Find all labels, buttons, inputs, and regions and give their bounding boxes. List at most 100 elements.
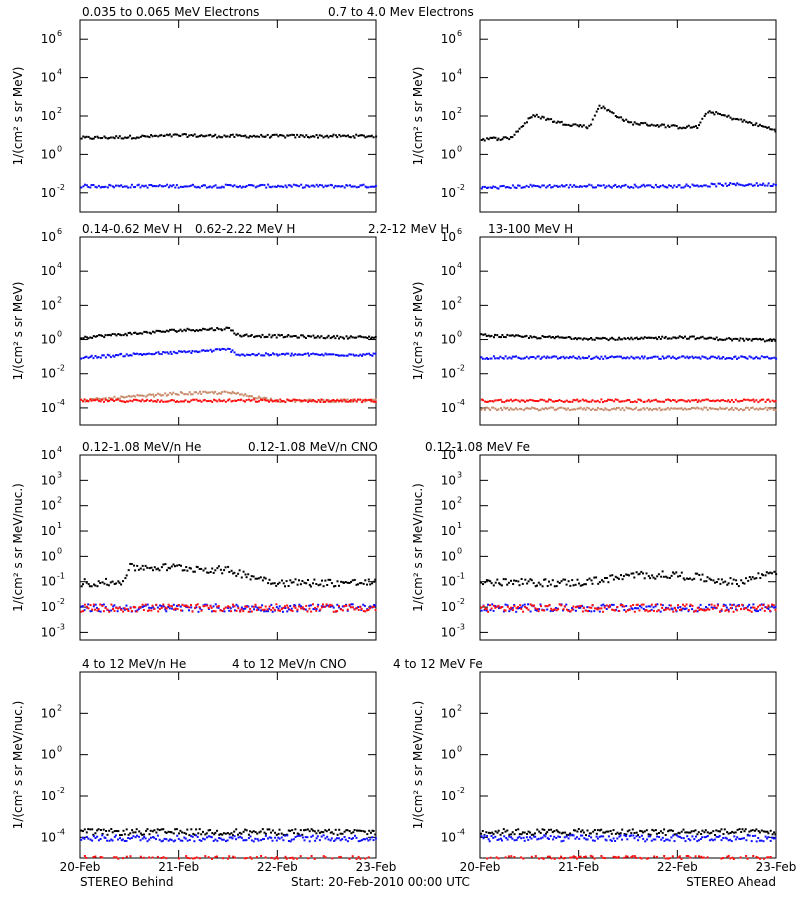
data-point [115,334,118,337]
data-point [501,409,504,412]
data-point [141,354,144,356]
data-point [231,837,234,840]
x-tick-label: 23-Feb [756,860,797,874]
data-point [148,400,151,402]
data-point [371,185,374,188]
data-point [633,610,636,613]
data-point [129,134,132,137]
data-point [242,353,245,356]
data-point [632,604,635,606]
data-point [329,831,332,834]
data-point [268,607,271,610]
data-point [275,584,278,587]
data-point [562,608,565,611]
data-point [270,831,272,834]
y-tick-exponent: 0 [457,144,462,153]
data-point [368,398,371,401]
data-point [649,609,652,612]
data-point [546,117,549,120]
data-point [611,574,614,577]
data-point [217,606,220,609]
data-point [344,398,347,401]
data-point [595,400,598,403]
data-point [273,133,276,136]
data-point [117,184,120,187]
data-point [600,855,603,857]
data-point [586,406,589,409]
data-point [117,857,120,860]
data-point [296,832,299,835]
data-point [160,134,163,137]
data-point [650,356,653,359]
data-point [575,605,578,608]
data-point [253,134,255,137]
data-point [106,833,109,836]
data-point [666,607,669,610]
data-point [674,607,676,610]
data-point [122,400,125,403]
data-point [291,133,294,136]
data-point [127,610,130,612]
data-point [501,606,503,608]
data-point [643,830,646,833]
data-point [209,605,212,608]
data-point [176,133,178,136]
data-point [761,184,764,187]
data-point [715,336,718,339]
data-point [330,353,333,356]
data-point [364,336,367,339]
data-point [188,857,191,860]
data-point [367,135,370,138]
data-point [612,855,615,858]
data-point [258,334,261,337]
data-point [341,838,344,841]
data-point [87,583,90,586]
data-point [233,571,236,574]
data-point [645,609,648,612]
data-point [136,332,139,335]
data-point [697,407,700,410]
data-point [511,334,514,337]
data-point [640,570,643,573]
data-point [84,335,87,338]
data-point [623,337,626,340]
data-point [537,581,540,584]
data-point [193,350,196,353]
data-point [686,577,688,580]
y-tick-label: 10 [41,575,56,589]
data-point [499,398,502,401]
data-point [134,353,137,355]
data-point [500,837,502,840]
data-point [261,397,264,400]
data-point [290,581,293,584]
data-point [619,834,622,837]
data-point [214,399,217,402]
data-point [769,839,772,842]
data-point [712,111,714,114]
data-point [663,828,666,831]
data-point [206,604,209,607]
data-point [641,355,643,358]
data-point [125,828,128,831]
data-point [315,134,318,136]
data-point [757,610,759,613]
y-tick-label: 10 [441,401,456,415]
data-point [317,185,320,188]
data-point [772,837,775,840]
data-point [236,391,239,394]
data-point [109,136,112,139]
data-point [525,184,528,187]
data-point [769,338,772,341]
data-point [165,832,168,834]
data-point [247,395,250,398]
data-point [284,855,287,858]
data-point [640,830,643,833]
data-point [499,355,502,358]
data-point [680,398,683,401]
data-point [360,608,363,610]
data-point [186,839,189,842]
data-point [129,399,132,402]
data-point [696,833,699,836]
data-point [661,607,664,609]
data-point [602,856,605,859]
